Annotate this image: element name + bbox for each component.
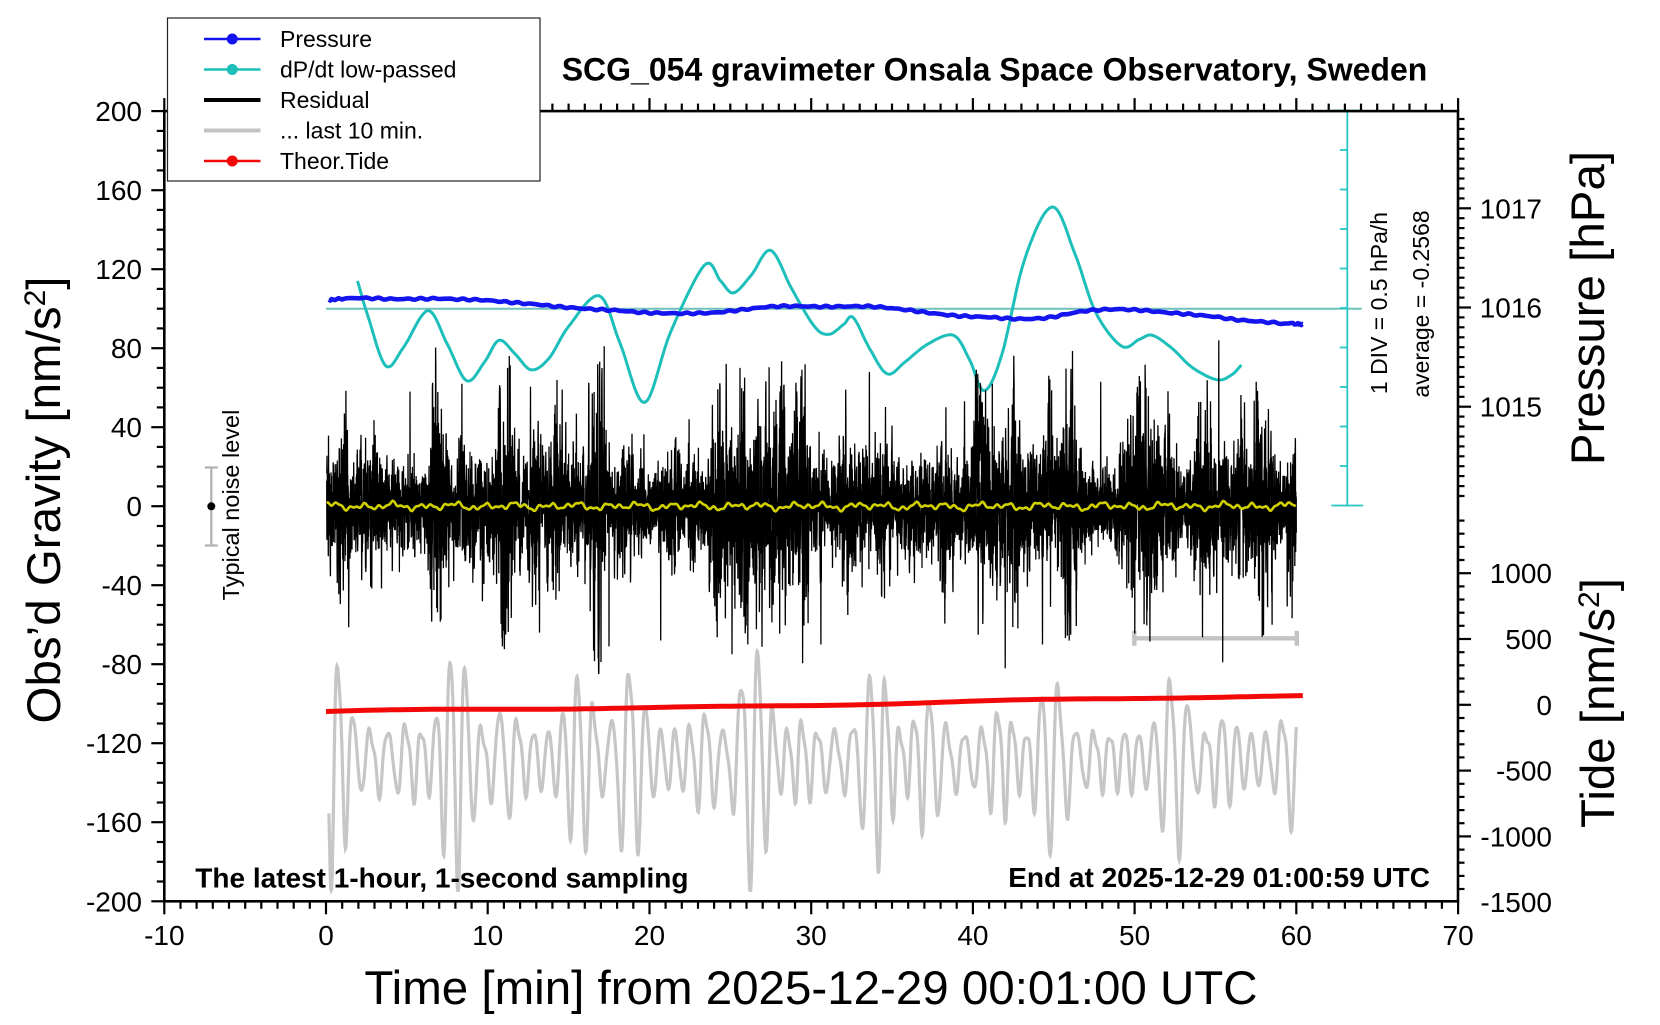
svg-text:70: 70 — [1443, 920, 1474, 951]
svg-text:0: 0 — [1536, 690, 1552, 721]
svg-text:0: 0 — [318, 920, 334, 951]
svg-text:120: 120 — [95, 254, 142, 285]
svg-text:40: 40 — [111, 412, 142, 443]
svg-text:0: 0 — [126, 491, 142, 522]
svg-text:-1500: -1500 — [1480, 887, 1552, 918]
svg-text:500: 500 — [1505, 624, 1552, 655]
svg-text:50: 50 — [1119, 920, 1150, 951]
svg-text:-500: -500 — [1496, 756, 1552, 787]
svg-text:200: 200 — [95, 96, 142, 127]
svg-text:1016: 1016 — [1480, 293, 1542, 324]
svg-text:-120: -120 — [86, 728, 142, 759]
svg-text:End at 2025-12-29 01:00:59 UTC: End at 2025-12-29 01:00:59 UTC — [1008, 862, 1430, 893]
svg-text:40: 40 — [957, 920, 988, 951]
svg-text:-160: -160 — [86, 807, 142, 838]
svg-text:-40: -40 — [102, 570, 142, 601]
svg-text:... last 10 min.: ... last 10 min. — [280, 118, 423, 144]
svg-text:dP/dt low-passed: dP/dt low-passed — [280, 57, 456, 83]
svg-text:160: 160 — [95, 175, 142, 206]
svg-text:-1000: -1000 — [1480, 821, 1552, 852]
svg-text:1 DIV = 0.5 hPa/h: 1 DIV = 0.5 hPa/h — [1366, 212, 1392, 394]
svg-text:Obs’d Gravity [nm/s2]: Obs’d Gravity [nm/s2] — [18, 277, 71, 724]
svg-text:-200: -200 — [86, 886, 142, 917]
svg-text:1015: 1015 — [1480, 392, 1542, 423]
svg-text:1000: 1000 — [1490, 558, 1552, 589]
svg-text:1017: 1017 — [1480, 193, 1542, 224]
svg-text:30: 30 — [796, 920, 827, 951]
svg-text:The latest 1-hour, 1-second sa: The latest 1-hour, 1-second sampling — [195, 863, 688, 894]
svg-text:Residual: Residual — [280, 87, 370, 113]
svg-text:Theor.Tide: Theor.Tide — [280, 148, 389, 174]
svg-text:20: 20 — [634, 920, 665, 951]
svg-text:Typical noise level: Typical noise level — [218, 410, 244, 601]
svg-text:average = -0.2568: average = -0.2568 — [1408, 210, 1434, 397]
svg-text:-10: -10 — [144, 920, 184, 951]
svg-text:10: 10 — [472, 920, 503, 951]
svg-text:-80: -80 — [102, 649, 142, 680]
svg-text:SCG_054 gravimeter Onsala Spac: SCG_054 gravimeter Onsala Space Observat… — [562, 52, 1428, 88]
svg-text:60: 60 — [1281, 920, 1312, 951]
svg-text:Time [min] from 2025-12-29 00:: Time [min] from 2025-12-29 00:01:00 UTC — [364, 962, 1257, 1015]
svg-text:Pressure [hPa]: Pressure [hPa] — [1562, 151, 1615, 465]
svg-text:Tide [nm/s2]: Tide [nm/s2] — [1572, 578, 1625, 828]
svg-text:80: 80 — [111, 333, 142, 364]
svg-text:Pressure: Pressure — [280, 26, 372, 52]
